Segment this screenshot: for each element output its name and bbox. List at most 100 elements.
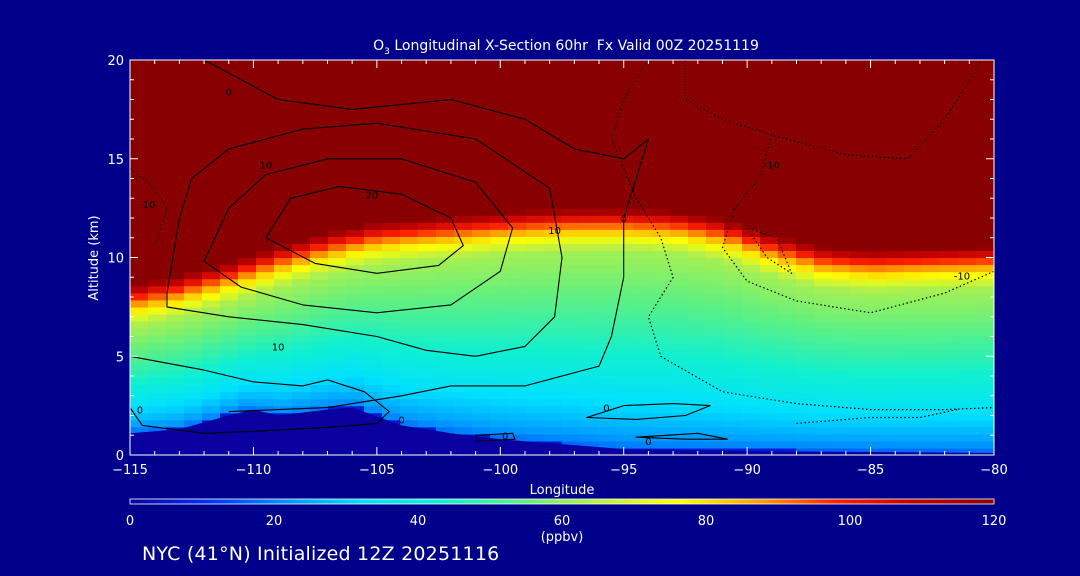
heatmap-cell — [346, 356, 365, 364]
heatmap-cell — [400, 179, 419, 188]
heatmap-cell — [472, 172, 491, 181]
heatmap-cell — [184, 67, 203, 75]
heatmap-cell — [418, 95, 437, 103]
heatmap-cell — [580, 222, 599, 230]
colorbar-swatch — [242, 499, 247, 504]
colorbar-swatch — [394, 499, 399, 504]
heatmap-cell — [220, 165, 239, 174]
colorbar-swatch — [434, 499, 439, 504]
heatmap-cell — [760, 264, 779, 273]
colorbar-swatch — [238, 499, 243, 504]
colorbar-swatch — [658, 499, 663, 504]
heatmap-cell — [814, 292, 833, 301]
heatmap-cell — [976, 335, 994, 343]
heatmap-cell — [598, 194, 617, 202]
heatmap-cell — [562, 123, 581, 132]
colorbar-swatch — [346, 499, 351, 504]
heatmap-cell — [598, 222, 617, 230]
heatmap-cell — [166, 278, 185, 287]
heatmap-cell — [130, 384, 149, 393]
heatmap-cell — [904, 257, 923, 266]
heatmap-cell — [148, 250, 167, 259]
heatmap-cell — [832, 264, 851, 273]
heatmap-cell — [562, 405, 581, 414]
heatmap-cell — [454, 109, 473, 118]
heatmap-cell — [274, 278, 293, 287]
colorbar-swatch — [954, 499, 959, 504]
heatmap-cell — [796, 67, 815, 75]
heatmap-cell — [346, 363, 365, 371]
heatmap-cell — [130, 342, 149, 350]
heatmap-cell — [850, 243, 869, 252]
heatmap-cell — [742, 384, 761, 393]
heatmap-cell — [400, 130, 419, 139]
heatmap-cell — [688, 264, 707, 273]
heatmap-cell — [436, 95, 455, 103]
heatmap-cell — [814, 74, 833, 82]
heatmap-cell — [832, 201, 851, 209]
heatmap-cell — [976, 201, 994, 209]
heatmap-cell — [562, 285, 581, 294]
heatmap-cell — [400, 313, 419, 322]
heatmap-cell — [922, 165, 941, 174]
heatmap-cell — [580, 179, 599, 188]
heatmap-cell — [436, 313, 455, 322]
heatmap-cell — [616, 299, 635, 308]
heatmap-cell — [670, 391, 689, 400]
heatmap-cell — [544, 271, 563, 280]
heatmap-cell — [166, 95, 185, 103]
heatmap-cell — [238, 313, 257, 322]
heatmap-cell — [688, 215, 707, 223]
heatmap-cell — [400, 222, 419, 230]
heatmap-cell — [706, 137, 725, 146]
heatmap-cell — [436, 67, 455, 75]
heatmap-cell — [148, 377, 167, 386]
heatmap-cell — [418, 60, 437, 68]
heatmap-cell — [868, 201, 887, 209]
heatmap-cell — [832, 88, 851, 96]
heatmap-cell — [256, 102, 275, 110]
heatmap-cell — [436, 264, 455, 273]
y-tick-label: 10 — [107, 252, 124, 267]
heatmap-cell — [256, 363, 275, 371]
heatmap-cell — [490, 74, 509, 82]
heatmap-cell — [202, 398, 221, 407]
colorbar-swatch — [358, 499, 363, 504]
heatmap-cell — [706, 313, 725, 322]
heatmap-cell — [328, 342, 347, 350]
colorbar-swatch — [178, 499, 183, 504]
heatmap-cell — [886, 440, 905, 449]
heatmap-cell — [706, 201, 725, 209]
heatmap-cell — [940, 88, 959, 96]
heatmap-cell — [904, 229, 923, 237]
heatmap-cell — [922, 398, 941, 407]
heatmap-cell — [652, 349, 671, 357]
heatmap-cell — [454, 158, 473, 167]
heatmap-cell — [598, 74, 617, 82]
heatmap-cell — [850, 109, 869, 118]
heatmap-cell — [274, 208, 293, 216]
heatmap-cell — [760, 165, 779, 174]
heatmap-cell — [130, 264, 149, 273]
colorbar-swatch — [654, 499, 659, 504]
colorbar-swatch — [186, 499, 191, 504]
heatmap-cell — [130, 278, 149, 287]
heatmap-cell — [832, 412, 851, 421]
colorbar-swatch — [958, 499, 963, 504]
heatmap-cell — [202, 102, 221, 110]
heatmap-cell — [724, 74, 743, 82]
heatmap-cell — [688, 384, 707, 393]
heatmap-cell — [508, 215, 527, 223]
colorbar-swatch — [494, 499, 499, 504]
heatmap-cell — [598, 335, 617, 343]
heatmap-cell — [454, 172, 473, 181]
heatmap-cell — [238, 320, 257, 329]
heatmap-cell — [742, 88, 761, 96]
heatmap-cell — [670, 271, 689, 280]
heatmap-cell — [364, 335, 383, 343]
heatmap-cell — [418, 391, 437, 400]
colorbar-swatch — [362, 499, 367, 504]
heatmap-cell — [418, 215, 437, 223]
heatmap-cell — [778, 320, 797, 329]
heatmap-cell — [382, 137, 401, 146]
